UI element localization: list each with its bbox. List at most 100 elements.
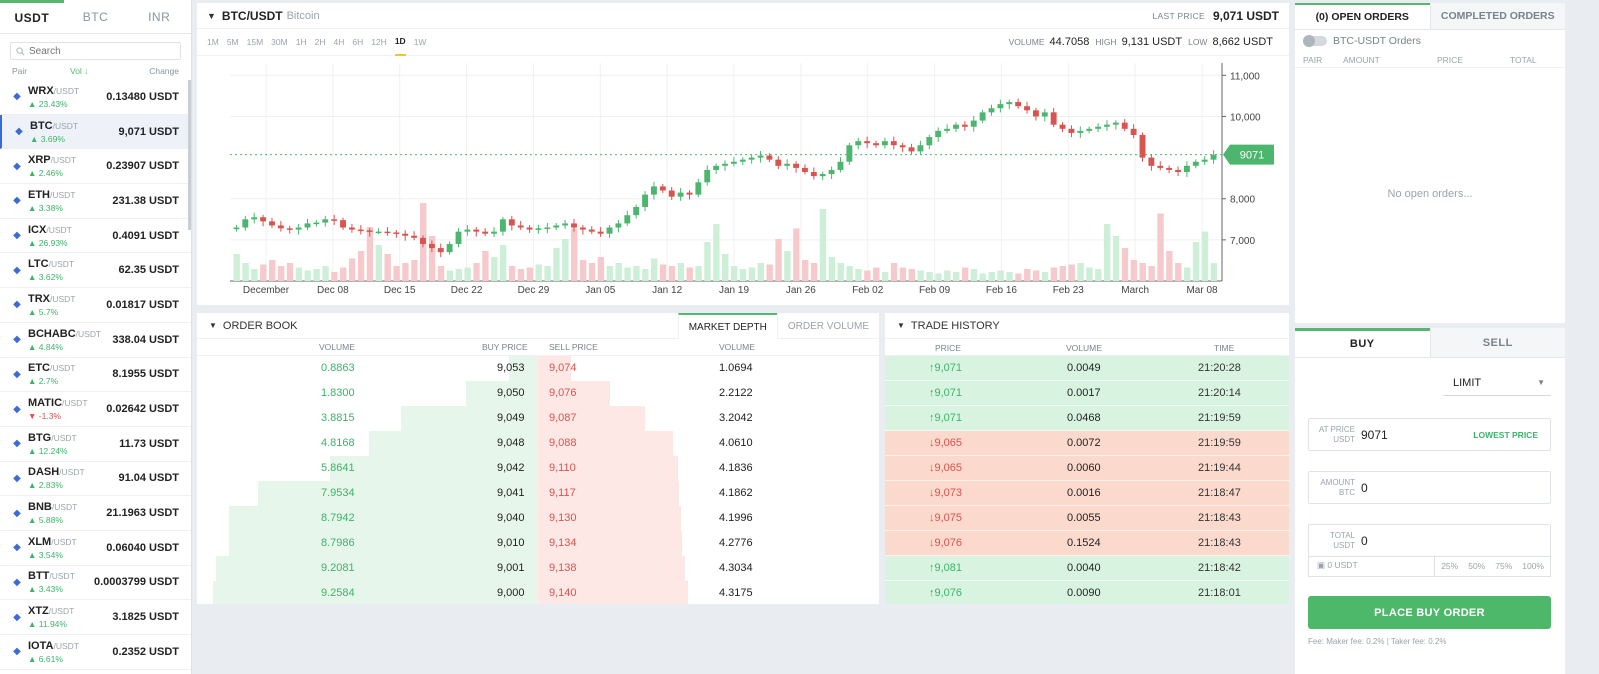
percent-50[interactable]: 50%: [1468, 560, 1486, 571]
trade-price: ↑9,081: [929, 562, 963, 574]
pair-row-bchabc[interactable]: ◆ BCHABC/USDT ▲ 4.84% 338.04 USDT: [0, 323, 191, 358]
trade-price: ↑9,071: [929, 362, 963, 374]
timeframe-5m[interactable]: 5M: [226, 37, 239, 47]
pair-row-bnb[interactable]: ◆ BNB/USDT ▲ 5.88% 21.1963 USDT: [0, 496, 191, 531]
pair-change: ▲ 5.7%: [28, 306, 59, 317]
order-book-row[interactable]: 0.8863 9,053 9,074 1.0694: [197, 356, 879, 381]
toggle-switch[interactable]: [1303, 35, 1327, 47]
candle-body: [499, 219, 506, 232]
tab-buy[interactable]: BUY: [1295, 328, 1430, 357]
volume-bar: [1068, 264, 1075, 281]
volume-bar: [260, 264, 267, 281]
sell-depth-bar: [538, 581, 688, 604]
tab-market-depth[interactable]: MARKET DEPTH: [677, 313, 777, 339]
order-book-row[interactable]: 8.7986 9,010 9,134 4.2776: [197, 531, 879, 556]
tab-order-volume[interactable]: ORDER VOLUME: [776, 313, 879, 339]
pair-quote: /USDT: [48, 259, 75, 270]
place-buy-order-button[interactable]: PLACE BUY ORDER: [1308, 596, 1551, 629]
amount-input[interactable]: [1361, 480, 1461, 495]
pair-symbol: DASH: [28, 466, 60, 479]
buy-depth-bar: [330, 456, 538, 481]
pair-name-block: LTC/USDT ▲ 3.62%: [28, 258, 113, 282]
collapse-icon[interactable]: ▼: [897, 321, 905, 330]
pair-row-iota[interactable]: ◆ IOTA/USDT ▲ 6.61% 0.2352 USDT: [0, 635, 191, 670]
timeframe-1m[interactable]: 1M: [207, 37, 219, 47]
chart-pair-title: BTC/USDT: [221, 8, 283, 23]
lowest-price-button[interactable]: LOWEST PRICE: [1473, 429, 1538, 440]
col-change[interactable]: Change: [149, 66, 179, 76]
tab-completed-orders[interactable]: COMPLETED ORDERS: [1429, 3, 1565, 29]
sell-volume: 4.1836: [719, 462, 753, 474]
timeframe-4h[interactable]: 4H: [333, 37, 345, 47]
buy-price: 9,010: [497, 537, 525, 549]
pair-row-xtz[interactable]: ◆ XTZ/USDT ▲ 11.94% 3.1825 USDT: [0, 600, 191, 635]
sell-price: 9,117: [549, 487, 576, 499]
tab-sell[interactable]: SELL: [1429, 328, 1565, 357]
pair-row-matic[interactable]: ◆ MATIC/USDT ▼ -1.3% 0.02642 USDT: [0, 392, 191, 427]
pair-row-eth[interactable]: ◆ ETH/USDT ▲ 3.38% 231.38 USDT: [0, 184, 191, 219]
order-book-row[interactable]: 9.2584 9,000 9,140 4.3175: [197, 581, 879, 604]
percent-75[interactable]: 75%: [1495, 560, 1513, 571]
order-book-row[interactable]: 3.8815 9,049 9,087 3.2042: [197, 406, 879, 431]
pair-quote: /USDT: [50, 189, 76, 200]
timeframe-1w[interactable]: 1W: [413, 37, 427, 47]
candle-body: [1121, 122, 1128, 129]
col-vol[interactable]: Vol ↓: [70, 66, 89, 76]
trade-row: ↓9,075 0.0055 21:18:43: [885, 506, 1289, 531]
percent-25[interactable]: 25%: [1441, 560, 1459, 571]
trade-volume: 0.0017: [1067, 387, 1101, 399]
pair-row-wrx[interactable]: ◆ WRX/USDT ▲ 23.43% 0.13480 USDT: [0, 80, 191, 115]
tab-open-orders[interactable]: (0) OPEN ORDERS: [1295, 3, 1430, 29]
percent-100[interactable]: 100%: [1522, 560, 1544, 571]
timeframe-1d[interactable]: 1D: [394, 29, 406, 56]
pair-row-trx[interactable]: ◆ TRX/USDT ▲ 5.7% 0.01817 USDT: [0, 288, 191, 323]
collapse-icon[interactable]: ▼: [207, 10, 216, 21]
pair-orders-toggle[interactable]: BTC-USDT Orders: [1295, 30, 1565, 52]
tab-usdt[interactable]: USDT: [0, 0, 64, 33]
price-chart[interactable]: December Dec 08 Dec 15 Dec 22 Dec 29 Jan 05 Ja…: [197, 57, 1289, 305]
order-book-row[interactable]: 7.9534 9,041 9,117 4.1862: [197, 481, 879, 506]
order-type-select[interactable]: LIMIT ▼: [1443, 370, 1551, 396]
order-book-row[interactable]: 9.2081 9,001 9,138 4.3034: [197, 556, 879, 581]
tab-inr[interactable]: INR: [148, 9, 171, 24]
col-total: TOTAL: [1510, 55, 1537, 65]
buy-volume: 1.8300: [321, 387, 355, 399]
search-input[interactable]: [29, 45, 179, 57]
sidebar-scrollbar[interactable]: [188, 80, 191, 230]
pair-row-btt[interactable]: ◆ BTT/USDT ▲ 3.43% 0.0003799 USDT: [0, 566, 191, 601]
timeframe-15m[interactable]: 15M: [246, 37, 264, 47]
pair-row-btc[interactable]: ◆ BTC/USDT ▲ 3.69% 9,071 USDT: [0, 114, 191, 150]
timeframe-1h[interactable]: 1H: [295, 37, 307, 47]
x-tick-label: Dec 29: [518, 285, 550, 296]
volume-bar: [1059, 266, 1066, 281]
pair-name-block: XLM/USDT ▲ 3.54%: [28, 536, 113, 560]
pair-price: 0.2352 USDT: [112, 645, 179, 658]
pair-row-dash[interactable]: ◆ DASH/USDT ▲ 2.83% 91.04 USDT: [0, 462, 191, 497]
at-price-label: AT PRICE: [1318, 424, 1355, 434]
at-price-input[interactable]: [1361, 427, 1461, 442]
candle-body: [908, 147, 915, 152]
buy-price: 9,000: [497, 587, 525, 599]
order-book-row[interactable]: 5.8641 9,042 9,110 4.1836: [197, 456, 879, 481]
pair-row-xrp[interactable]: ◆ XRP/USDT ▲ 2.46% 0.23907 USDT: [0, 149, 191, 185]
collapse-icon[interactable]: ▼: [209, 321, 217, 330]
timeframe-2h[interactable]: 2H: [314, 37, 326, 47]
col-pair[interactable]: Pair: [12, 66, 28, 76]
pair-row-ltc[interactable]: ◆ LTC/USDT ▲ 3.62% 62.35 USDT: [0, 253, 191, 289]
total-input[interactable]: [1361, 533, 1461, 548]
order-book-row[interactable]: 1.8300 9,050 9,076 2.2122: [197, 381, 879, 406]
x-tick-label: Dec 08: [317, 285, 349, 296]
pair-row-etc[interactable]: ◆ ETC/USDT ▲ 2.7% 8.1955 USDT: [0, 358, 191, 393]
order-book-row[interactable]: 4.8168 9,048 9,088 4.0610: [197, 431, 879, 456]
timeframe-30m[interactable]: 30M: [271, 37, 288, 47]
tab-btc[interactable]: BTC: [82, 9, 109, 24]
trade-volume: 0.1524: [1067, 537, 1101, 549]
timeframe-12h[interactable]: 12H: [371, 37, 387, 47]
order-book-row[interactable]: 8.7942 9,040 9,130 4.1996: [197, 506, 879, 531]
volume-value: 44.7058: [1049, 36, 1090, 48]
pair-row-btg[interactable]: ◆ BTG/USDT ▲ 12.24% 11.73 USDT: [0, 427, 191, 462]
candle-body: [935, 130, 942, 138]
pair-row-xlm[interactable]: ◆ XLM/USDT ▲ 3.54% 0.06040 USDT: [0, 531, 191, 566]
timeframe-6h[interactable]: 6H: [352, 37, 364, 47]
pair-row-icx[interactable]: ◆ ICX/USDT ▲ 26.93% 0.4091 USDT: [0, 219, 191, 254]
